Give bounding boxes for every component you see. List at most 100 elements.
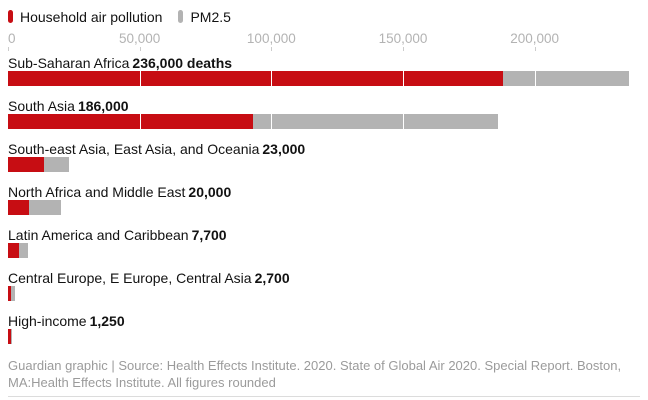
bar-segment-pm25 bbox=[252, 114, 498, 129]
bar-segment-pm25 bbox=[503, 71, 630, 86]
white-gridline bbox=[271, 114, 273, 129]
x-axis: 0 50,000 100,000 150,000 200,000 bbox=[8, 31, 640, 51]
legend-swatch-icon bbox=[178, 10, 184, 23]
row-value: 1,250 bbox=[89, 313, 125, 329]
white-gridline bbox=[139, 200, 141, 215]
white-gridline bbox=[271, 329, 273, 344]
bar-segments bbox=[8, 200, 640, 215]
source-line-1: Guardian graphic | Source: Health Effect… bbox=[8, 358, 622, 373]
white-gridline bbox=[139, 286, 141, 301]
bar-row: South-east Asia, East Asia, and Oceania 2… bbox=[8, 142, 640, 172]
bar-track bbox=[8, 286, 640, 301]
white-gridline bbox=[271, 286, 273, 301]
row-value: 20,000 bbox=[188, 184, 232, 200]
bar-segments bbox=[8, 329, 640, 344]
bar-row: South Asia 186,000 bbox=[8, 99, 640, 129]
row-category: Central Europe, E Europe, Central Asia bbox=[8, 270, 252, 286]
bar-segments bbox=[8, 157, 640, 172]
bar-segment-household bbox=[8, 114, 253, 129]
row-category: South Asia bbox=[8, 98, 75, 114]
bottom-divider bbox=[8, 396, 640, 397]
row-value: 2,700 bbox=[254, 270, 290, 286]
white-gridline bbox=[534, 200, 536, 215]
row-category: South-east Asia, East Asia, and Oceania bbox=[8, 141, 260, 157]
white-gridline bbox=[534, 114, 536, 129]
bar-row: Latin America and Caribbean 7,700 bbox=[8, 228, 640, 258]
row-label: North Africa and Middle East 20,000 bbox=[8, 185, 640, 199]
bar-segment-pm25 bbox=[43, 157, 69, 172]
source-footer: Guardian graphic | Source: Health Effect… bbox=[8, 357, 640, 391]
bar-segment-pm25 bbox=[18, 243, 29, 258]
white-gridline bbox=[139, 329, 141, 344]
axis-tick-mark bbox=[139, 47, 141, 51]
bar-track bbox=[8, 71, 640, 86]
row-label: Latin America and Caribbean 7,700 bbox=[8, 228, 640, 242]
white-gridline bbox=[403, 71, 404, 86]
bar-rows: Sub-Saharan Africa 236,000 deaths South A… bbox=[8, 56, 640, 344]
row-label: Central Europe, E Europe, Central Asia 2,… bbox=[8, 271, 640, 285]
legend-label: Household air pollution bbox=[20, 8, 163, 25]
row-label: South Asia 186,000 bbox=[8, 99, 640, 113]
axis-tick-mark bbox=[8, 47, 9, 51]
white-gridline bbox=[403, 200, 404, 215]
white-gridline bbox=[534, 286, 536, 301]
row-value: 236,000 deaths bbox=[132, 55, 233, 71]
white-gridline bbox=[403, 329, 404, 344]
white-gridline bbox=[139, 157, 141, 172]
row-value: 23,000 bbox=[262, 141, 306, 157]
axis-tick-label: 50,000 bbox=[119, 31, 161, 46]
white-gridline bbox=[139, 243, 141, 258]
white-gridline bbox=[403, 243, 404, 258]
white-gridline bbox=[534, 329, 536, 344]
white-gridline bbox=[271, 71, 273, 86]
white-gridline bbox=[271, 200, 273, 215]
row-category: High-income bbox=[8, 313, 87, 329]
legend: Household air pollution PM2.5 bbox=[8, 8, 640, 25]
row-category: North Africa and Middle East bbox=[8, 184, 186, 200]
white-gridline bbox=[139, 71, 141, 86]
row-category: Sub-Saharan Africa bbox=[8, 55, 130, 71]
legend-item: Household air pollution bbox=[8, 9, 162, 25]
white-gridline bbox=[271, 157, 273, 172]
bar-segments bbox=[8, 286, 640, 301]
axis-tick-mark bbox=[271, 47, 273, 51]
axis-tick-mark bbox=[403, 47, 404, 51]
bar-segments bbox=[8, 243, 640, 258]
bar-segment-pm25 bbox=[10, 329, 12, 344]
white-gridline bbox=[403, 114, 404, 129]
bar-segment-household bbox=[8, 157, 44, 172]
row-label: High-income 1,250 bbox=[8, 314, 640, 328]
row-value: 7,700 bbox=[191, 227, 227, 243]
bar-track bbox=[8, 200, 640, 215]
bar-segment-household bbox=[8, 200, 30, 215]
row-value: 186,000 bbox=[77, 98, 129, 114]
white-gridline bbox=[534, 71, 536, 86]
bar-segment-household bbox=[8, 71, 504, 86]
axis-tick-label: 200,000 bbox=[510, 31, 560, 46]
bar-row: North Africa and Middle East 20,000 bbox=[8, 185, 640, 215]
bar-track bbox=[8, 114, 640, 129]
bar-track bbox=[8, 329, 640, 344]
white-gridline bbox=[534, 157, 536, 172]
bar-track bbox=[8, 243, 640, 258]
source-line-2: MA:Health Effects Institute. All figures… bbox=[8, 375, 276, 390]
bar-row: Central Europe, E Europe, Central Asia 2,… bbox=[8, 271, 640, 301]
axis-tick-label: 100,000 bbox=[246, 31, 296, 46]
white-gridline bbox=[403, 286, 404, 301]
white-gridline bbox=[271, 243, 273, 258]
white-gridline bbox=[403, 157, 404, 172]
white-gridline bbox=[139, 114, 141, 129]
row-category: Latin America and Caribbean bbox=[8, 227, 189, 243]
legend-label: PM2.5 bbox=[190, 8, 231, 25]
axis-tick-label: 150,000 bbox=[378, 31, 428, 46]
row-label: Sub-Saharan Africa 236,000 deaths bbox=[8, 56, 640, 70]
row-label: South-east Asia, East Asia, and Oceania 2… bbox=[8, 142, 640, 156]
bar-segment-pm25 bbox=[29, 200, 61, 215]
bar-segments bbox=[8, 114, 640, 129]
legend-item: PM2.5 bbox=[178, 8, 231, 25]
legend-swatch-icon bbox=[8, 10, 13, 23]
bar-segments bbox=[8, 71, 640, 86]
bar-track bbox=[8, 157, 640, 172]
